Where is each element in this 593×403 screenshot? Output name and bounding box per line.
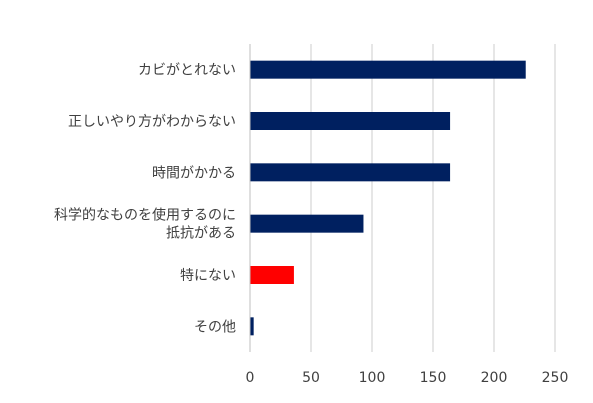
bar [250,112,451,130]
category-labels: カビがとれない正しいやり方がわからない時間がかかる科学的なものを使用するのに抵抗… [54,63,236,336]
bar [250,163,451,182]
x-tick-label: 150 [420,370,447,386]
bars [250,60,526,336]
category-label: 特にない [180,268,236,284]
gridlines [310,44,556,352]
bar [250,214,364,233]
x-tick-labels: 0 50 100 150 200 250 [246,370,569,386]
bar [250,266,294,284]
x-tick-label: 200 [481,370,508,386]
x-tick-label: 100 [359,370,386,386]
bar [250,60,526,79]
x-tick-label: 50 [302,370,320,386]
x-tick-label: 0 [246,370,255,386]
category-label: 抵抗がある [166,226,236,242]
category-label: その他 [194,319,236,335]
category-label: 正しいやり方がわからない [68,114,236,130]
category-label: カビがとれない [138,63,236,79]
x-tick-label: 250 [542,370,569,386]
category-label: 時間がかかる [152,165,236,181]
category-label: 科学的なものを使用するのに [54,207,236,224]
bar [250,317,254,336]
